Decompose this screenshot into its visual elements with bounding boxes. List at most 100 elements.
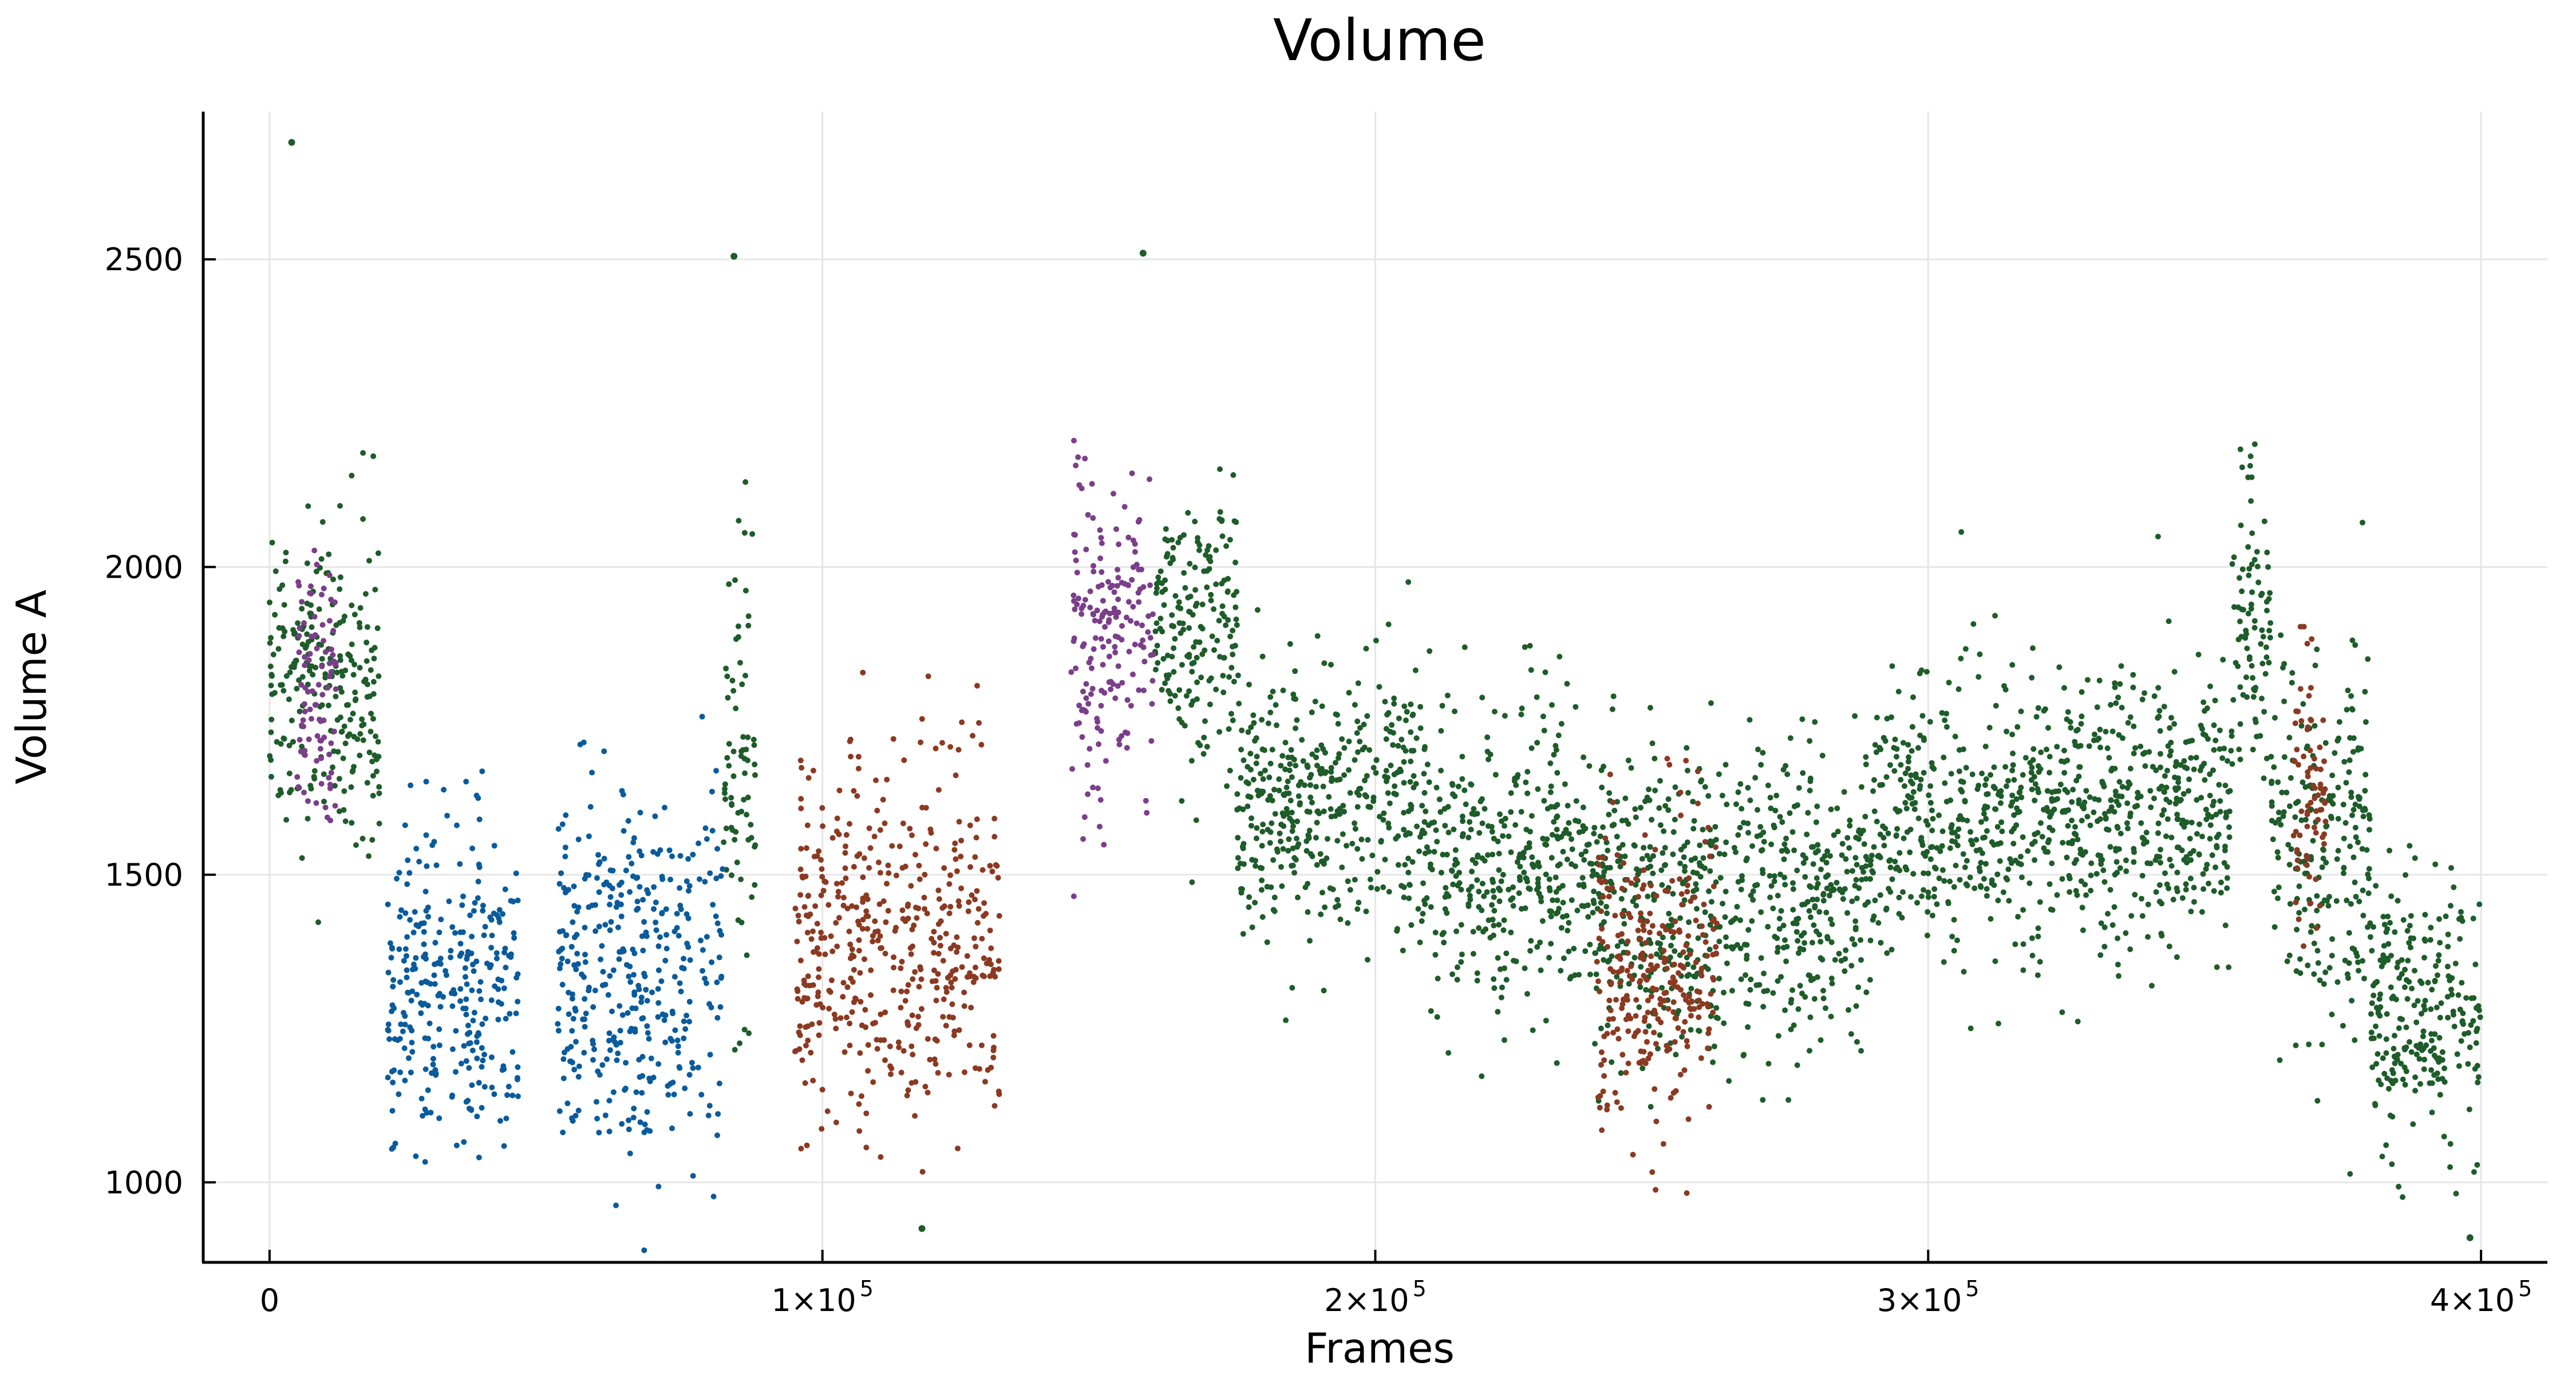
data-point [844, 984, 851, 990]
data-point [2449, 992, 2455, 998]
data-point [1373, 770, 1379, 776]
data-point [1361, 721, 1367, 728]
data-point [1207, 701, 1213, 708]
data-point [1238, 890, 1244, 896]
data-point [2073, 888, 2079, 894]
data-point [2428, 1006, 2434, 1012]
data-point [2308, 685, 2314, 691]
data-point [397, 1036, 403, 1042]
data-point [1597, 1093, 1603, 1099]
data-point [1767, 894, 1773, 901]
data-point [2392, 1033, 2397, 1039]
data-point [1767, 872, 1773, 879]
data-point [849, 952, 855, 958]
data-point [1352, 757, 1358, 763]
data-point [947, 744, 954, 750]
data-point [1551, 752, 1557, 758]
data-point [2309, 923, 2315, 929]
data-point [1855, 984, 1862, 990]
data-point [922, 1084, 929, 1089]
data-point [1080, 688, 1086, 694]
data-point [1694, 906, 1700, 912]
data-point [2245, 610, 2251, 617]
data-point [1220, 655, 1227, 661]
data-point [663, 906, 669, 912]
data-point [1672, 784, 1678, 790]
data-point [1479, 796, 1485, 802]
data-point [2384, 926, 2391, 932]
data-point [638, 852, 645, 859]
data-point [1677, 860, 1683, 867]
data-point [1728, 919, 1734, 925]
data-point [1270, 857, 1277, 863]
data-point [2180, 791, 2187, 797]
data-point [1083, 546, 1089, 552]
data-point [2340, 1022, 2346, 1029]
data-point [2428, 925, 2434, 931]
data-point [637, 884, 643, 890]
data-point [991, 1044, 997, 1051]
data-point [505, 1084, 512, 1089]
data-point [1910, 780, 1915, 787]
data-point [962, 1069, 967, 1075]
data-point [674, 911, 680, 917]
data-point [1523, 845, 1530, 851]
data-point [481, 1052, 488, 1057]
data-point [2389, 1114, 2396, 1120]
data-point [797, 892, 804, 898]
data-point [1999, 828, 2005, 835]
data-point [2215, 831, 2222, 838]
data-point [1185, 510, 1191, 516]
data-point [1096, 741, 1102, 747]
data-point [1630, 898, 1636, 905]
data-point [283, 817, 290, 823]
data-point [2329, 936, 2336, 942]
data-point [1333, 711, 1339, 717]
data-point [1405, 808, 1412, 815]
data-point [2164, 768, 2170, 773]
data-point [2367, 920, 2373, 926]
data-point [2072, 742, 2079, 748]
data-point [1274, 848, 1281, 855]
data-point [1998, 819, 2005, 826]
data-point [2404, 927, 2411, 934]
data-point [2175, 779, 2182, 785]
data-point [1272, 811, 1278, 817]
data-point [1267, 760, 1274, 767]
data-point [2038, 749, 2044, 756]
data-point [1758, 955, 1764, 961]
data-point [1650, 853, 1656, 859]
data-point [1683, 942, 1689, 949]
data-point [858, 998, 864, 1005]
data-point [2466, 1030, 2472, 1036]
data-point [2046, 769, 2053, 776]
data-point [2421, 1056, 2428, 1063]
data-point [1618, 896, 1625, 902]
data-point [2116, 779, 2123, 785]
data-point [408, 1069, 414, 1076]
data-point [1690, 888, 1697, 894]
data-point [1653, 1187, 1659, 1193]
data-point [750, 736, 757, 743]
data-point [851, 967, 857, 973]
data-point [280, 633, 287, 639]
data-point [308, 785, 314, 792]
data-point [1267, 694, 1274, 700]
data-point [489, 933, 495, 938]
data-point [1103, 758, 1109, 764]
data-point [406, 870, 413, 876]
data-point [330, 764, 335, 771]
data-point [1116, 541, 1122, 547]
data-point [1445, 804, 1451, 810]
data-point [1661, 997, 1668, 1004]
data-point [1491, 985, 1498, 991]
data-point [2355, 959, 2361, 965]
data-point [733, 829, 739, 835]
data-point [1653, 1041, 1659, 1047]
data-point [608, 919, 614, 925]
data-point [1367, 876, 1373, 883]
data-point [675, 1049, 681, 1056]
data-point [1628, 880, 1634, 886]
data-point [1639, 856, 1645, 862]
data-point [1079, 734, 1085, 740]
